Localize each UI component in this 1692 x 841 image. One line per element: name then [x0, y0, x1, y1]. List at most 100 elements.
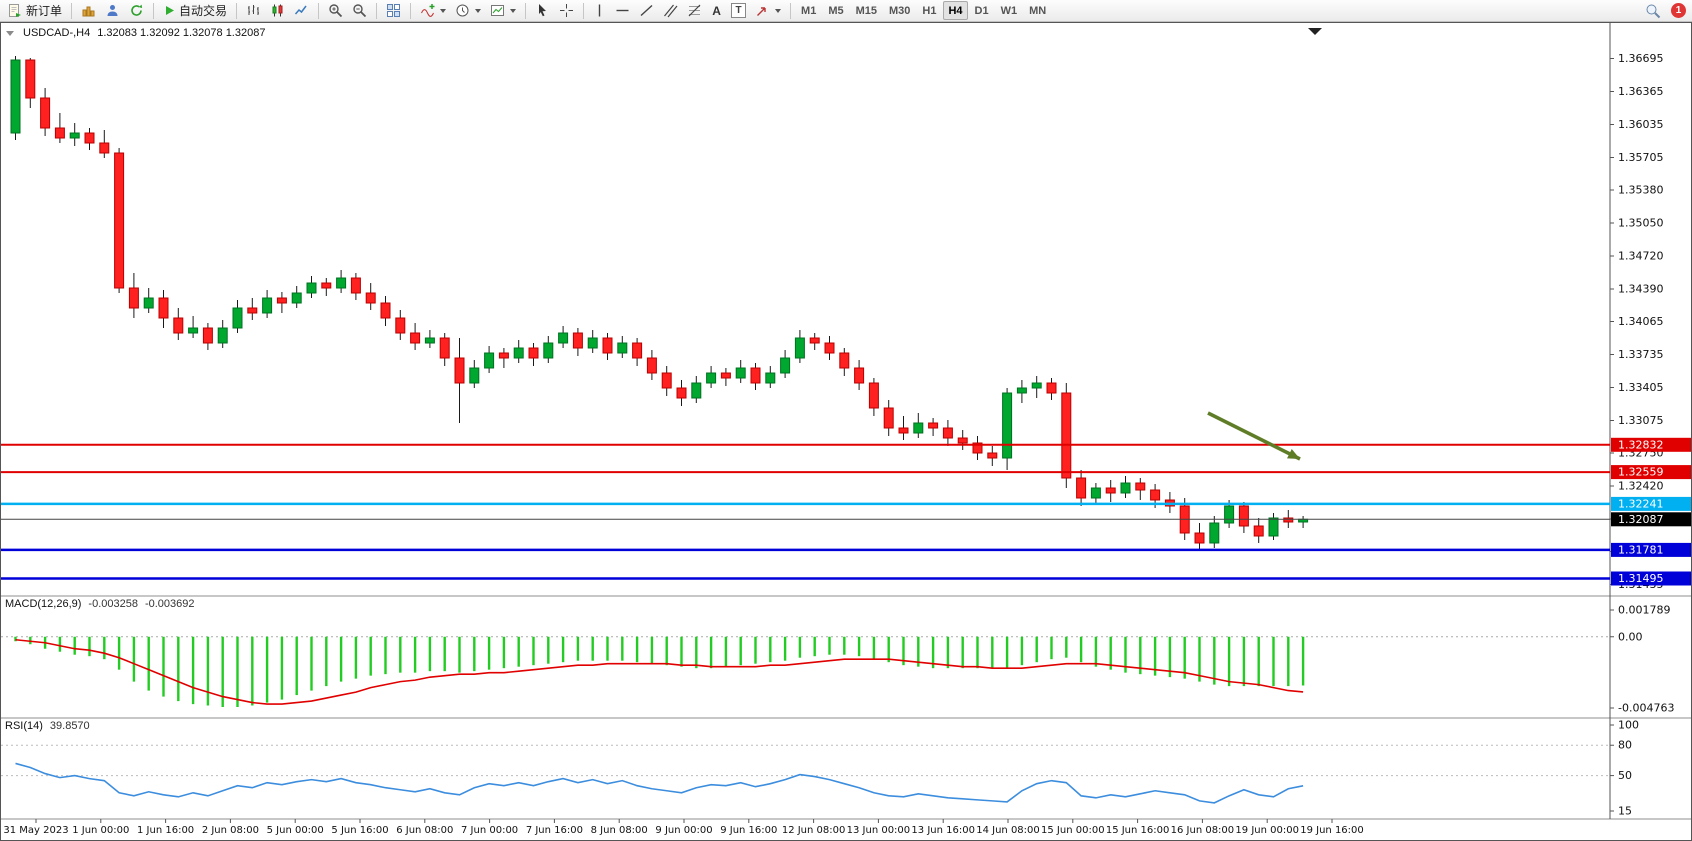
candle-down: [1283, 517, 1294, 523]
market-watch-icon: [82, 6, 95, 17]
collapse-icon[interactable]: [6, 30, 14, 36]
timeframe-d1[interactable]: D1: [970, 1, 994, 20]
candle-down: [809, 337, 820, 344]
timeframe-m15[interactable]: M15: [851, 1, 882, 20]
time-label: 14 Jun 08:00: [976, 825, 1040, 836]
candle-down: [1076, 477, 1087, 499]
line-chart-button[interactable]: [290, 1, 313, 20]
candle-down: [54, 127, 65, 139]
candlestick-icon: [272, 4, 283, 17]
candle-up: [291, 292, 302, 304]
market-watch-button[interactable]: [77, 1, 100, 20]
profile-icon: [107, 5, 118, 16]
text-tool-button[interactable]: A: [707, 1, 726, 20]
candle-up: [484, 352, 495, 369]
vertical-line-button[interactable]: [589, 1, 610, 20]
cursor-button[interactable]: [531, 1, 554, 20]
zoom-in-button[interactable]: [324, 1, 347, 20]
navigator-button[interactable]: [125, 1, 148, 20]
candle-down: [99, 142, 110, 154]
data-window-button[interactable]: [101, 1, 124, 20]
price-tick-label: 1.35705: [1618, 151, 1664, 164]
bar-chart-button[interactable]: [242, 1, 265, 20]
time-label: 13 Jun 00:00: [847, 825, 911, 836]
label-tool-icon: T: [731, 3, 747, 18]
candle-down: [173, 317, 184, 334]
scroll-marker[interactable]: [1308, 28, 1322, 35]
caret-down-icon: [440, 8, 447, 13]
timeframe-h1[interactable]: H1: [917, 1, 941, 20]
candle-down: [632, 342, 643, 359]
crosshair-button[interactable]: [555, 1, 578, 20]
text-tool-icon: A: [712, 3, 721, 18]
candlestick-chart-button[interactable]: [266, 1, 289, 20]
trend-arrow[interactable]: [1207, 411, 1301, 461]
timeframe-group: M1 M5 M15 M30 H1 H4 D1 W1 MN: [796, 1, 1051, 20]
tile-windows-button[interactable]: [382, 1, 405, 20]
caret-down-icon: [475, 8, 482, 13]
channel-button[interactable]: [659, 1, 682, 20]
time-label: 15 Jun 00:00: [1041, 825, 1105, 836]
candle-down: [202, 327, 213, 344]
candle-up: [69, 132, 80, 139]
play-icon: [166, 6, 175, 15]
candle-down: [1194, 532, 1205, 544]
search-button[interactable]: [1641, 1, 1665, 20]
cursor-icon: [539, 4, 547, 17]
candle-down: [898, 427, 909, 434]
caret-down-icon: [775, 8, 782, 13]
candle-down: [854, 367, 865, 384]
new-order-button[interactable]: 新订单: [4, 1, 66, 20]
timeframe-m1[interactable]: M1: [796, 1, 821, 20]
candle-down: [750, 367, 761, 384]
trendline-button[interactable]: [635, 1, 658, 20]
time-label: 15 Jun 16:00: [1106, 825, 1170, 836]
candle-down: [1105, 487, 1116, 494]
price-tick-label: 1.35380: [1618, 184, 1664, 197]
candle-up: [558, 332, 569, 344]
refresh-icon: [131, 4, 143, 16]
toolbar-separator: [318, 2, 320, 19]
chart-area[interactable]: 1.36695 1.36365 1.36035 1.35705 1.35380 1.350…: [0, 22, 1692, 841]
candle-up: [10, 59, 21, 134]
zoom-out-button[interactable]: [348, 1, 371, 20]
timeframe-m5[interactable]: M5: [823, 1, 848, 20]
timeframe-mn[interactable]: MN: [1024, 1, 1051, 20]
toolbar-separator: [376, 2, 378, 19]
notification-badge[interactable]: 1: [1671, 3, 1686, 18]
price-badge-label: 1.31495: [1618, 572, 1664, 585]
price-tick-label: 1.36695: [1618, 52, 1664, 65]
timeframe-h4[interactable]: H4: [943, 1, 968, 20]
candle-up: [706, 372, 717, 384]
price-tick-label: 1.34065: [1618, 315, 1664, 328]
fibonacci-button[interactable]: [683, 1, 706, 20]
channel-icon: [664, 4, 678, 18]
candle-up: [691, 382, 702, 399]
periods-button[interactable]: [451, 1, 485, 20]
candle-up: [1090, 487, 1101, 499]
candle-up: [143, 297, 154, 309]
candle-up: [469, 367, 480, 384]
candle-down: [498, 352, 509, 359]
horizontal-line-button[interactable]: [611, 1, 634, 20]
zoom-in-icon: [329, 4, 343, 18]
label-tool-button[interactable]: T: [727, 1, 750, 20]
price-badge-label: 1.32832: [1618, 438, 1664, 451]
shapes-button[interactable]: [751, 1, 785, 20]
timeframe-w1[interactable]: W1: [996, 1, 1023, 20]
macd-signal-value: -0.003692: [144, 598, 195, 610]
candle-down: [439, 337, 450, 359]
macd-main-value: -0.003258: [88, 598, 138, 610]
candle-down: [84, 132, 95, 144]
templates-button[interactable]: [486, 1, 520, 20]
candle-up: [794, 337, 805, 359]
toolbar-right: 1: [1641, 1, 1688, 20]
indicators-button[interactable]: [416, 1, 450, 20]
time-label: 31 May 2023: [3, 825, 68, 836]
toolbar-separator: [583, 2, 585, 19]
timeframe-m30[interactable]: M30: [884, 1, 915, 20]
autotrade-button[interactable]: 自动交易: [159, 1, 231, 20]
toolbar-separator: [236, 2, 238, 19]
rsi-label: RSI(14): [5, 720, 43, 732]
candle-up: [188, 327, 199, 334]
